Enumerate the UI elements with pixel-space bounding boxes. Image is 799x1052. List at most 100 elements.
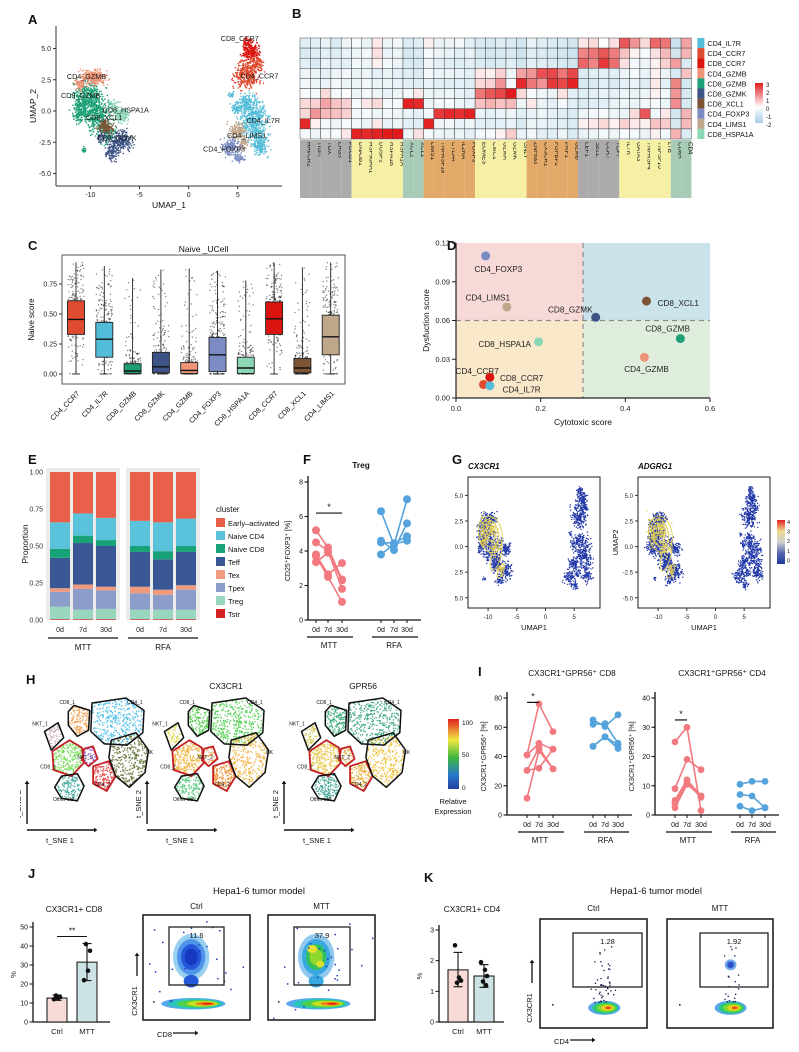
heatmap-cell (485, 98, 496, 109)
heatmap-cell (670, 68, 682, 79)
gene-label: IL2RA (460, 142, 467, 160)
heatmap-cell (577, 88, 589, 99)
region-outline (212, 760, 237, 792)
heatmap-cell (598, 108, 610, 120)
data-point (671, 804, 679, 812)
legend-swatch (216, 544, 225, 553)
heatmap-cell (629, 37, 641, 49)
flow-plot: 11.6 (142, 914, 251, 1021)
bar-segment (96, 619, 116, 620)
y-tick: 0.0 (41, 109, 51, 116)
panel-i-paired-lines: CX3CR1⁺GPR56⁺ CD8 0 20 40 60 80 CX3CR1⁺GPR56⁺ … (480, 668, 779, 845)
heatmap-cell (619, 68, 630, 79)
heatmap-cell (619, 37, 630, 49)
heatmap-cell (474, 78, 486, 89)
gate (572, 932, 643, 988)
heatmap-cell (402, 118, 414, 130)
legend-swatch (216, 518, 225, 527)
data-point (377, 550, 385, 559)
bar-segment (153, 551, 173, 560)
heatmap-cell (454, 57, 466, 69)
point-label: CD8_GZMK (548, 306, 593, 315)
x-tick: 7d (390, 627, 398, 634)
x-category-label: CD4_CCR7 (48, 389, 81, 422)
heatmap-cell (433, 128, 445, 140)
data-point (736, 802, 744, 810)
heatmap-cell (382, 78, 393, 89)
x-tick: 0.4 (620, 404, 630, 413)
y-tick: -2.5 (39, 140, 51, 147)
legend-label: Teff (228, 558, 241, 567)
gene-group-band (300, 140, 311, 198)
region-label: CD8_1 (59, 700, 75, 706)
heatmap-cell (310, 128, 321, 140)
heatmap-cell (433, 37, 445, 49)
heatmap-cell (639, 98, 651, 109)
heatmap-cell (619, 88, 630, 99)
heatmap-cell (608, 47, 620, 59)
replicate-dot (81, 977, 87, 983)
heatmap-cell (330, 98, 342, 109)
flow-y-axis-label: CX3CR1 (525, 993, 534, 1023)
panel-g-feature-umaps: CX3CR1 -10 -5 0 5 -5.0 -2.5 0.0 2.5 5.0 UMAP1 UMAP2… (455, 462, 790, 632)
heatmap-cell (361, 57, 373, 69)
point-label: CD4_CCR7 (456, 367, 500, 376)
heatmap-cell (402, 108, 414, 120)
region-label: NK (146, 750, 154, 756)
gene-label: FOXP3 (470, 142, 477, 163)
heatmap-cell (361, 37, 373, 49)
gene-label: ZNF683 (532, 142, 539, 165)
significance: * (327, 502, 331, 512)
gene-group-band (660, 140, 671, 198)
gene-label: HSPA1A (398, 142, 405, 167)
data-point (403, 536, 411, 545)
scale-tick: 2 (766, 91, 770, 97)
heatmap-cell (340, 118, 352, 130)
heatmap-cell (536, 88, 548, 99)
panel-label-f: F (303, 452, 311, 467)
heatmap-cell (495, 118, 507, 130)
heatmap-cell (402, 57, 414, 69)
legend-label: Tstr (228, 610, 241, 619)
region-outline (349, 760, 374, 792)
heatmap-cell (382, 108, 393, 120)
data-point (736, 780, 744, 788)
heatmap-cell (536, 118, 548, 130)
replicate-dot (483, 982, 489, 988)
flow-plot-border (142, 914, 251, 1021)
x-tick: 7d (324, 627, 332, 634)
box (236, 356, 255, 374)
point-label: CD4_GZMB (624, 365, 669, 374)
row-label: CD4_CCR7 (707, 49, 745, 58)
box (123, 363, 142, 374)
y-axis-label: Dysfuction score (421, 289, 431, 352)
heatmap-cell (474, 98, 486, 109)
heatmap-cell (670, 98, 682, 109)
data-point (748, 792, 756, 800)
gene-group-band (598, 140, 609, 198)
gene-label: DNAJB1 (357, 142, 364, 166)
chart-title: CX3CR1+ CD8 (46, 904, 103, 914)
heatmap-cell (392, 37, 404, 49)
feature-title: ADGRG1 (637, 462, 673, 471)
heatmap-cell (371, 68, 383, 79)
heatmap-cell (680, 128, 692, 140)
y-tick: 0.00 (43, 372, 57, 379)
bar-segment (153, 522, 173, 552)
heatmap-cell (567, 88, 579, 99)
heatmap-cell (485, 78, 496, 89)
gene-group-band (536, 140, 548, 198)
heatmap-cell (546, 57, 558, 69)
heatmap-cell (639, 78, 651, 89)
y-tick: 0.50 (29, 544, 43, 551)
chart-title: CX3CR1+ CD4 (444, 904, 501, 914)
x-tick: 30d (401, 627, 413, 634)
chart-title: CX3CR1⁺GPR56⁺ CD8 (528, 668, 616, 678)
x-tick: 0d (671, 822, 679, 829)
panel-e-stacked-bars: 0.00 0.25 0.50 0.75 1.00 Proportion 0d 7d 30d 0d 7… (20, 468, 279, 652)
point-label: CD8_HSPA1A (478, 340, 531, 349)
gene-label: LEF1 (584, 142, 591, 157)
heatmap-cell (382, 47, 393, 59)
heatmap-cell (485, 88, 496, 99)
heatmap-cell (392, 128, 404, 140)
